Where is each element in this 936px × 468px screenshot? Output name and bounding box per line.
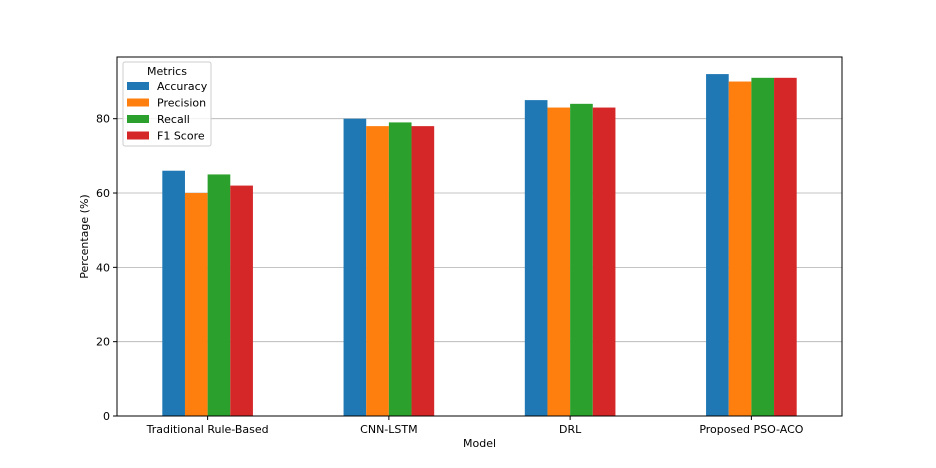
bar-accuracy-1 — [343, 118, 367, 416]
bar-precision-2 — [547, 107, 571, 416]
bar-f1-score-1 — [411, 126, 435, 417]
bar-precision-1 — [366, 126, 389, 417]
legend-title: Metrics — [147, 65, 187, 78]
bar-precision-0 — [184, 193, 208, 416]
y-axis-title: Percentage (%) — [78, 194, 91, 278]
bar-f1-score-3 — [774, 77, 797, 417]
y-tick-label: 40 — [96, 261, 110, 274]
legend-swatch — [127, 98, 149, 107]
y-tick-label: 80 — [96, 113, 110, 126]
axis-ticks: 0 20 40 60 80 Traditional Rule-Based CNN-LSTM D… — [96, 113, 804, 436]
bar-accuracy-3 — [706, 74, 729, 416]
bar-f1-score-0 — [230, 185, 253, 416]
x-tick-label: CNN-LSTM — [360, 423, 417, 436]
plot-frame — [116, 56, 843, 417]
legend-label: Recall — [157, 113, 190, 126]
y-tick-label: 20 — [96, 336, 110, 349]
y-tick-label: 0 — [103, 410, 110, 423]
bar-recall-1 — [388, 122, 412, 416]
bar-accuracy-0 — [162, 170, 185, 416]
legend-items: Accuracy Precision Recall F1 Score — [127, 80, 208, 143]
bar-recall-2 — [570, 103, 593, 417]
legend-swatch — [127, 82, 149, 90]
legend-label: Accuracy — [157, 80, 208, 93]
bar-recall-3 — [751, 77, 775, 417]
legend-label: F1 Score — [157, 130, 205, 143]
bar-recall-0 — [207, 174, 231, 416]
x-axis-title: Model — [463, 437, 496, 450]
legend: Metrics Accuracy Precision Recall F1 Score — [122, 61, 212, 147]
x-tick-label: Traditional Rule-Based — [146, 423, 269, 436]
x-tick-label: Proposed PSO-ACO — [699, 423, 803, 436]
legend-swatch — [127, 115, 149, 123]
bars — [162, 74, 797, 417]
legend-label: Precision — [157, 97, 206, 110]
y-tick-label: 60 — [96, 187, 110, 200]
x-tick-label: DRL — [559, 423, 582, 436]
legend-swatch — [127, 131, 149, 140]
bar-precision-3 — [728, 81, 752, 416]
bar-f1-score-2 — [592, 107, 616, 416]
bar-accuracy-2 — [524, 100, 548, 416]
